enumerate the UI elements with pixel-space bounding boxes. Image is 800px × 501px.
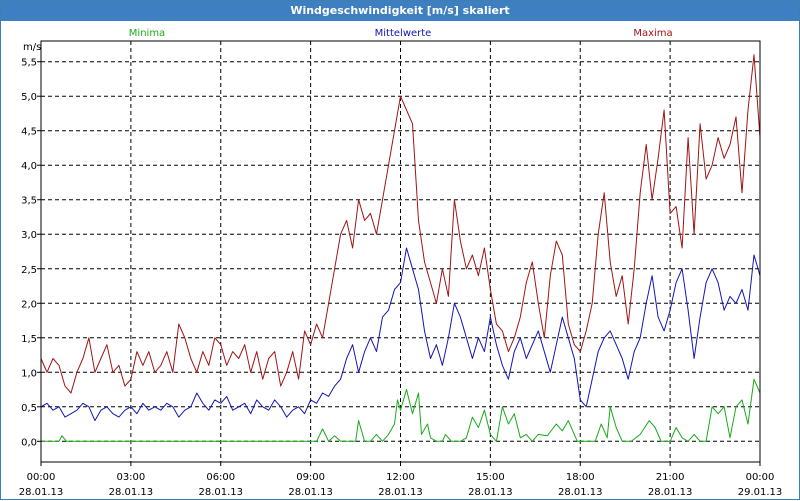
x-tick-date-label: 28.01.13 [19, 487, 64, 498]
legend-minima: Minima [129, 28, 165, 39]
x-axis-ticks: 00:00 28.01.13 03:00 28.01.13 06:00 28.01.13 0… [19, 462, 783, 498]
legend-mittelwerte: Mittelwerte [375, 28, 432, 39]
y-tick-label: 2,5 [21, 265, 37, 276]
y-tick-label: 5,5 [21, 58, 37, 69]
series-line-mittelwerte [40, 247, 761, 422]
x-tick-time-label: 06:00 [206, 472, 235, 483]
chart-grid [41, 41, 760, 462]
y-axis-unit-label: m/s [23, 42, 41, 53]
x-tick-date-label: 28.01.13 [198, 487, 243, 498]
x-tick-time-label: 03:00 [116, 472, 145, 483]
x-tick-time-label: 12:00 [386, 472, 415, 483]
y-tick-label: 3,5 [21, 196, 37, 207]
chart-legend: Minima Mittelwerte Maxima [129, 28, 673, 39]
plot-frame [40, 40, 761, 463]
x-tick-time-label: 18:00 [566, 472, 595, 483]
series-line-minima [41, 378, 761, 442]
y-tick-label: 4,0 [21, 161, 37, 172]
y-tick-label: 2,0 [21, 299, 37, 310]
chart-series [40, 54, 761, 442]
x-tick-date-label: 29.01.13 [738, 487, 783, 498]
x-tick-time-label: 00:00 [746, 472, 775, 483]
x-tick-time-label: 15:00 [476, 472, 505, 483]
x-tick-date-label: 28.01.13 [288, 487, 333, 498]
y-tick-label: 4,5 [21, 127, 37, 138]
x-tick-time-label: 21:00 [656, 472, 685, 483]
x-tick-date-label: 28.01.13 [378, 487, 423, 498]
x-tick-date-label: 28.01.13 [648, 487, 693, 498]
y-tick-label: 1,0 [21, 368, 37, 379]
y-tick-label: 0,0 [21, 437, 37, 448]
x-tick-date-label: 28.01.13 [109, 487, 154, 498]
window-title: Windgeschwindigkeit [m/s] skaliert [1, 1, 799, 21]
x-tick-date-label: 28.01.13 [468, 487, 513, 498]
x-tick-time-label: 00:00 [27, 472, 56, 483]
y-tick-label: 0,5 [21, 403, 37, 414]
y-tick-label: 5,0 [21, 92, 37, 103]
y-tick-label: 3,0 [21, 230, 37, 241]
series-line-maxima [40, 54, 761, 394]
x-tick-date-label: 28.01.13 [558, 487, 603, 498]
x-tick-time-label: 09:00 [296, 472, 325, 483]
y-axis-ticks: 0,0 0,5 1,0 1,5 2,0 2,5 3,0 3,5 4,0 4,5 5,0 5,5 [21, 58, 41, 448]
y-tick-label: 1,5 [21, 334, 37, 345]
legend-maxima: Maxima [633, 28, 672, 39]
